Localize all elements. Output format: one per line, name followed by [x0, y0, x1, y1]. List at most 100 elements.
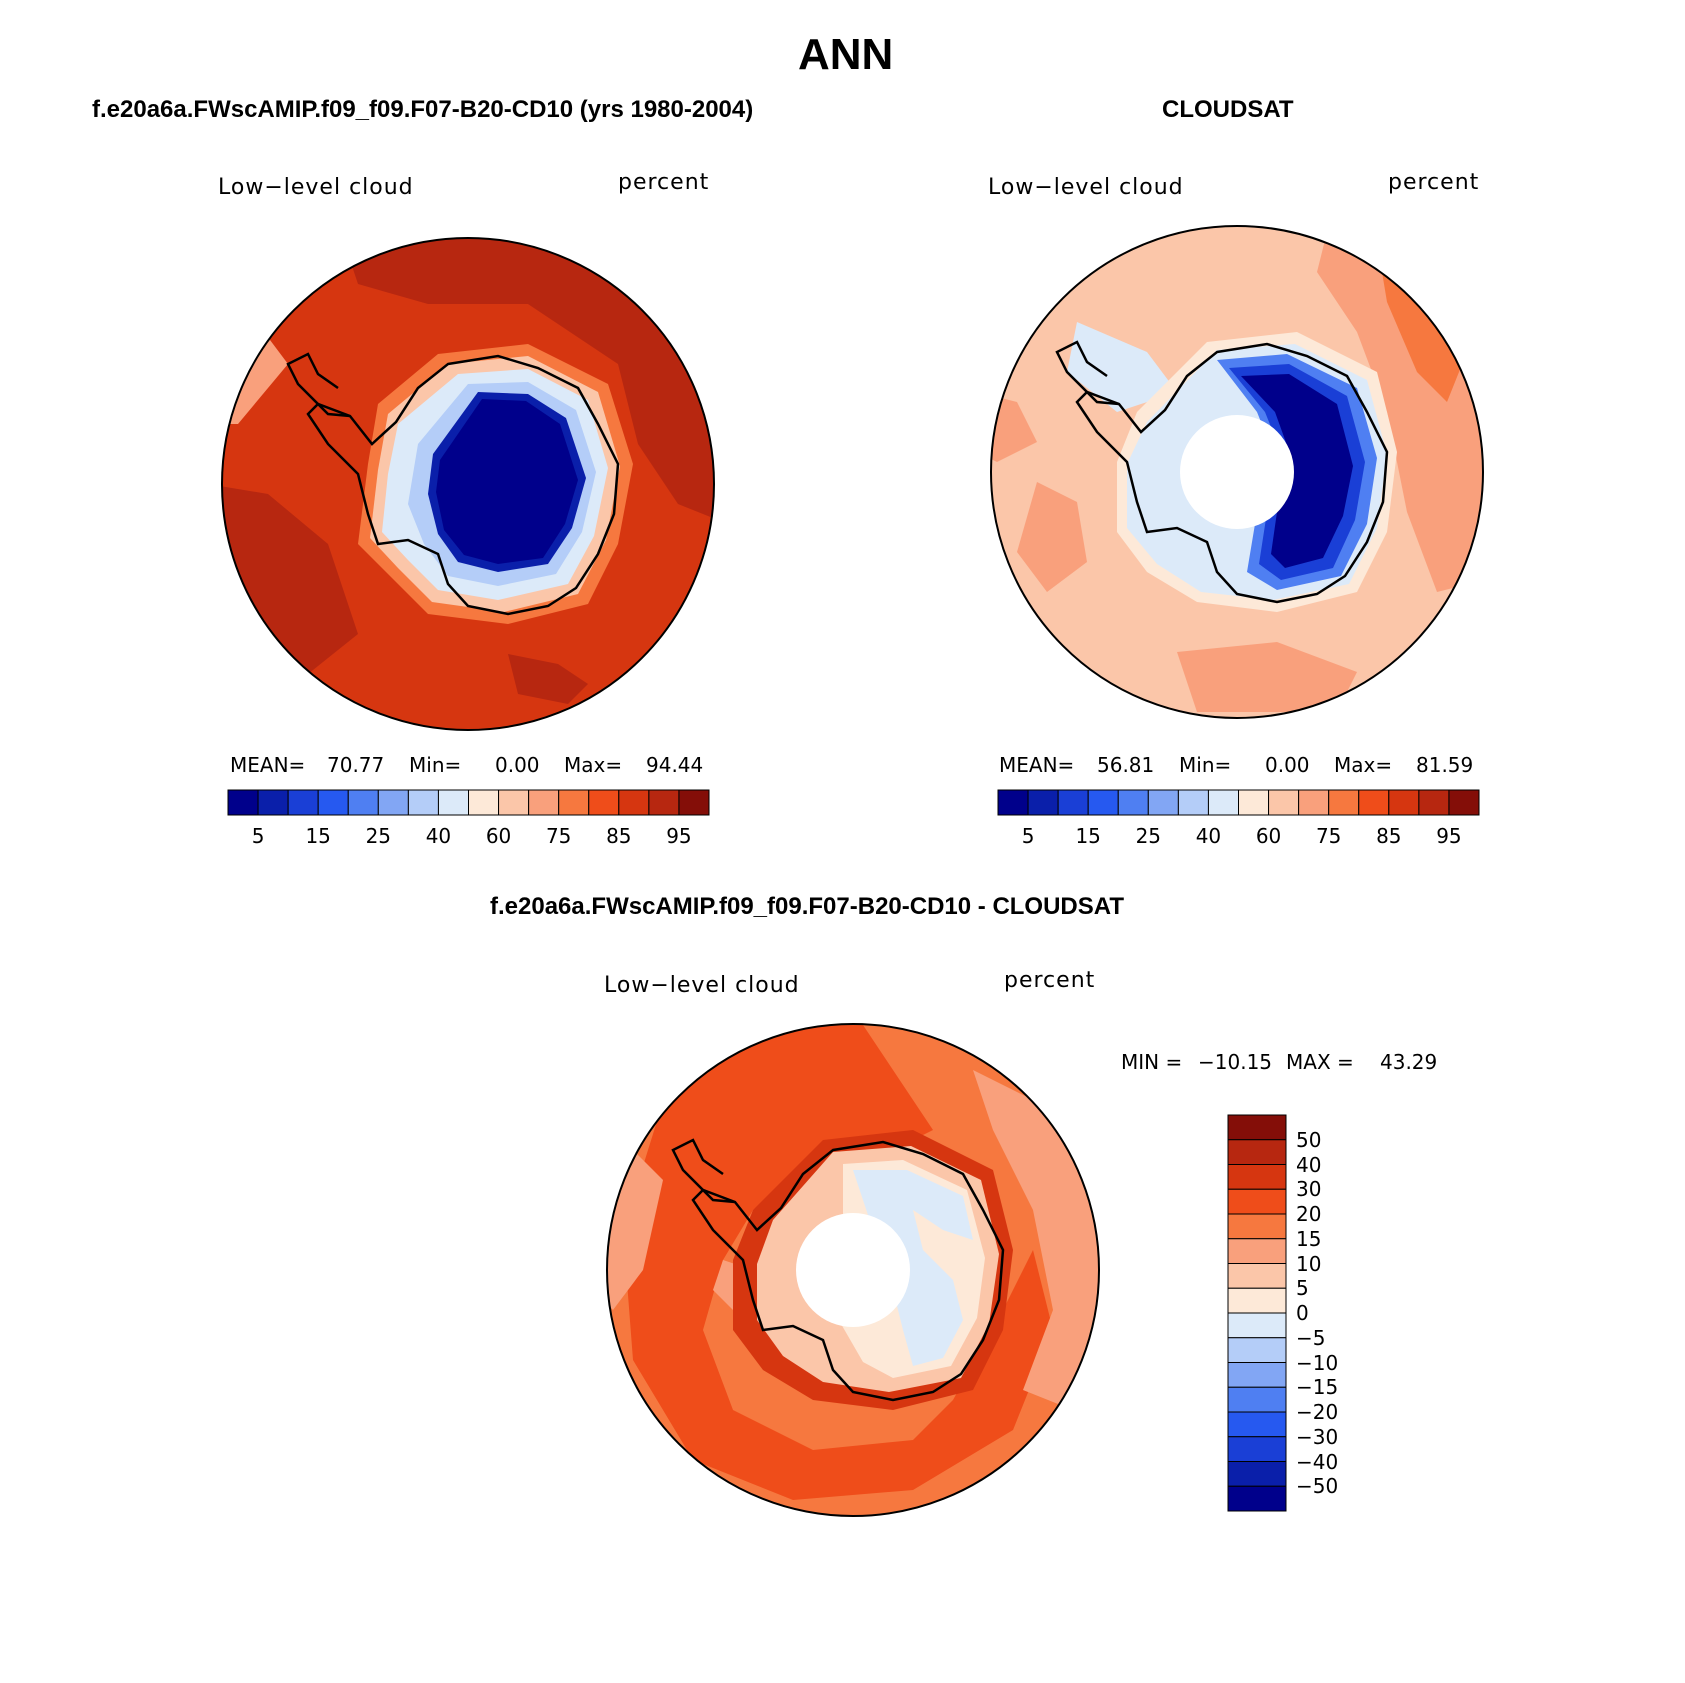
panel2-moderate-cloud-patch: [1017, 482, 1087, 592]
colorbar-swatch: [407, 789, 439, 816]
panel1-heading: f.e20a6a.FWscAMIP.f09_f09.F07-B20-CD10 (…: [92, 96, 754, 123]
colorbar-tick-label: 5: [1296, 1276, 1309, 1301]
colorbar-tick-label: 25: [365, 824, 392, 848]
colorbar-tick-label: −50: [1296, 1474, 1339, 1499]
panel2-map: [990, 225, 1484, 719]
colorbar-tick-label: 85: [606, 824, 632, 848]
panel3-polar-data-gap: [796, 1213, 910, 1327]
panel1-colorbar: [227, 789, 710, 816]
colorbar-swatch: [678, 789, 710, 816]
panel3-stat-max: 43.29: [1380, 1050, 1438, 1074]
panel2-stat-max: 81.59: [1416, 753, 1474, 777]
colorbar-tick-label: 10: [1296, 1251, 1322, 1276]
colorbar-swatch: [528, 789, 560, 816]
colorbar-swatch: [227, 789, 259, 816]
colorbar-swatch: [1057, 789, 1089, 816]
colorbar-swatch: [558, 789, 590, 816]
colorbar-swatch: [1358, 789, 1390, 816]
colorbar-tick-label: 95: [666, 824, 692, 848]
colorbar-tick-label: 95: [1436, 824, 1462, 848]
colorbar-swatch: [1087, 789, 1119, 816]
colorbar-swatch: [1227, 1485, 1287, 1512]
colorbar-swatch: [1117, 789, 1149, 816]
colorbar-swatch: [1227, 1139, 1287, 1165]
panel3-antarctica-coastline: [691, 1140, 1005, 1402]
colorbar-tick-label: 5: [251, 824, 265, 848]
panel2-stat-mean-label: MEAN=: [999, 753, 1075, 777]
panel1-stat-min: 0.00: [495, 753, 540, 777]
colorbar-swatch: [1227, 1263, 1287, 1289]
panel2-antarctic-peninsula-coastline: [1055, 340, 1120, 406]
colorbar-swatch: [1227, 1411, 1287, 1438]
panel1-units-label: percent: [618, 170, 710, 195]
colorbar-tick-label: 5: [1021, 824, 1035, 848]
colorbar-swatch: [468, 789, 500, 816]
colorbar-swatch: [1328, 789, 1360, 816]
colorbar-tick-label: −10: [1296, 1350, 1339, 1375]
colorbar-tick-label: 15: [1075, 824, 1101, 848]
colorbar-swatch: [1448, 789, 1480, 816]
panel1-field-label: Low−level cloud: [218, 175, 414, 200]
colorbar-tick-label: 60: [485, 824, 512, 848]
colorbar-swatch: [1227, 1213, 1287, 1240]
colorbar-tick-label: −15: [1296, 1375, 1339, 1400]
panel2-antarctica-coastline: [1075, 342, 1389, 604]
colorbar-swatch: [347, 789, 379, 816]
figure-title: ANN: [798, 30, 894, 79]
colorbar-tick-label: 85: [1376, 824, 1402, 848]
panel2-polar-data-gap: [1180, 415, 1294, 529]
colorbar-tick-label: −40: [1296, 1449, 1339, 1474]
panel3-heading: f.e20a6a.FWscAMIP.f09_f09.F07-B20-CD10 -…: [490, 893, 1124, 920]
colorbar-tick-label: −20: [1296, 1400, 1339, 1424]
panel1-map: [221, 237, 715, 731]
colorbar-swatch: [1227, 1114, 1287, 1141]
panel1-antarctic-peninsula-coastline: [286, 352, 351, 418]
panel1-stat-max-label: Max=: [564, 753, 623, 777]
colorbar-swatch: [997, 789, 1029, 816]
colorbar-swatch: [377, 789, 409, 816]
colorbar-tick-label: 30: [1296, 1177, 1322, 1202]
colorbar-swatch: [1027, 789, 1059, 816]
colorbar-tick-label: 60: [1255, 824, 1282, 848]
colorbar-swatch: [1227, 1461, 1287, 1487]
colorbar-swatch: [498, 789, 530, 816]
colorbar-swatch: [437, 789, 470, 816]
panel1-stat-mean-label: MEAN=: [230, 753, 306, 777]
colorbar-swatch: [287, 789, 319, 816]
colorbar-swatch: [1227, 1238, 1287, 1264]
colorbar-swatch: [1227, 1164, 1287, 1190]
colorbar-swatch: [1147, 789, 1179, 816]
colorbar-swatch: [1388, 789, 1420, 816]
panel2-heading: CLOUDSAT: [1162, 96, 1294, 123]
colorbar-swatch: [1177, 789, 1209, 816]
panel2-colorbar-ticks: 5 15 25 40 60 75 85 95: [998, 824, 1479, 848]
panel3-stat-max-label: MAX =: [1286, 1050, 1354, 1074]
panel2-moderate-cloud-patch: [1177, 642, 1357, 712]
colorbar-tick-label: 0: [1296, 1301, 1309, 1325]
panel1-ice-interior: [436, 399, 578, 564]
panel1-stat-max: 94.44: [646, 753, 704, 777]
panel3-colorbar: [1227, 1114, 1287, 1512]
colorbar-tick-label: 40: [1296, 1152, 1322, 1177]
panel3-antarctic-peninsula-coastline: [671, 1138, 736, 1204]
colorbar-tick-label: 20: [1296, 1202, 1322, 1226]
panel1-stat-mean: 70.77: [327, 753, 385, 777]
panel1-stat-min-label: Min=: [409, 753, 462, 777]
colorbar-swatch: [1227, 1188, 1287, 1215]
colorbar-tick-label: −5: [1296, 1325, 1326, 1350]
colorbar-tick-label: 40: [1195, 824, 1222, 848]
panel3-map: [606, 1023, 1100, 1517]
colorbar-tick-label: 75: [545, 824, 572, 848]
colorbar-swatch: [1207, 789, 1240, 816]
colorbar-tick-label: 15: [1296, 1226, 1322, 1251]
colorbar-swatch: [1227, 1287, 1287, 1314]
panel3-stat-min-label: MIN =: [1121, 1050, 1183, 1074]
panel3-units-label: percent: [1004, 968, 1096, 993]
panel2-stat-mean: 56.81: [1097, 753, 1155, 777]
colorbar-swatch: [1418, 789, 1450, 816]
colorbar-swatch: [648, 789, 680, 816]
colorbar-swatch: [1227, 1436, 1287, 1462]
colorbar-tick-label: 25: [1135, 824, 1162, 848]
colorbar-swatch: [257, 789, 289, 816]
colorbar-swatch: [1268, 789, 1300, 816]
